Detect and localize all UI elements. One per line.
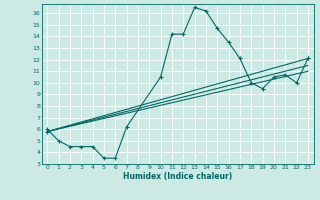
X-axis label: Humidex (Indice chaleur): Humidex (Indice chaleur) [123,172,232,181]
